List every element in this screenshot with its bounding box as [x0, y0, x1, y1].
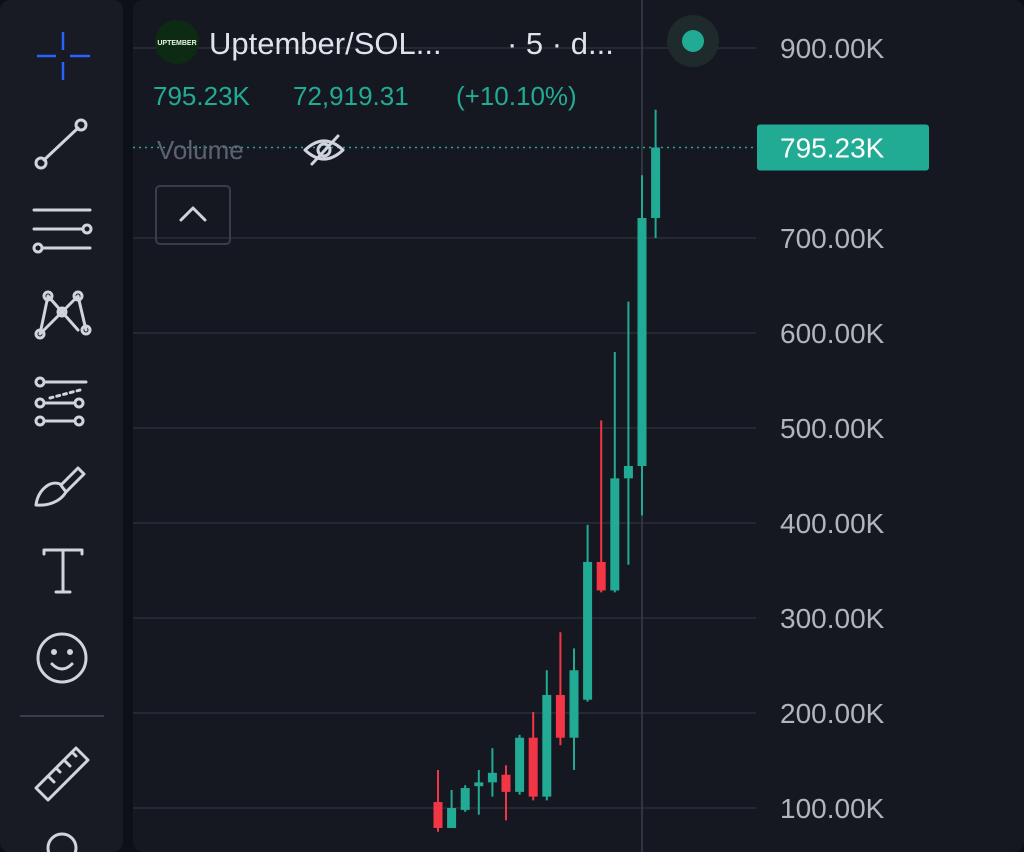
- y-tick-label: 400.00K: [780, 508, 885, 539]
- y-tick-label: 500.00K: [780, 413, 885, 444]
- fib-tool[interactable]: [32, 208, 93, 254]
- candle-body: [501, 774, 511, 792]
- last-price-label: 795.23K: [780, 133, 885, 164]
- change: 72,919.31: [293, 81, 409, 111]
- y-tick-label: 700.00K: [780, 223, 885, 254]
- y-tick-label: 900.00K: [780, 33, 885, 64]
- candle-body: [460, 788, 470, 810]
- candle-body: [447, 808, 457, 828]
- candle-body: [583, 561, 593, 700]
- price-axis: 100.00K 200.00K 300.00K 400.00K 500.00K 600.0…: [133, 33, 929, 824]
- pattern-tool[interactable]: [34, 290, 92, 340]
- toolbar: [0, 0, 123, 852]
- emoji-tool[interactable]: [36, 632, 88, 684]
- candle-body: [555, 694, 565, 738]
- collapse-icon: [179, 206, 207, 222]
- text-tool[interactable]: [42, 548, 84, 594]
- collapse-button[interactable]: [155, 185, 231, 245]
- y-tick-label: 100.00K: [780, 793, 885, 824]
- candle-body: [623, 465, 633, 479]
- last-price-badge: [757, 124, 929, 171]
- candle-body: [528, 737, 538, 797]
- trend-line-tool[interactable]: [34, 118, 88, 170]
- candle-body: [610, 478, 620, 591]
- candle-body: [637, 218, 647, 466]
- volume-label: Volume: [157, 135, 244, 165]
- candle-body: [651, 147, 661, 219]
- y-tick-label: 300.00K: [780, 603, 885, 634]
- candle-body: [515, 737, 525, 792]
- candle-body: [569, 670, 579, 738]
- chart-panel: [133, 0, 1024, 852]
- candle-body: [542, 694, 552, 797]
- y-tick-label: 600.00K: [780, 318, 885, 349]
- last-price: 795.23K: [153, 81, 251, 111]
- candle-body: [433, 802, 443, 828]
- status-dot: [682, 30, 704, 52]
- prediction-tool[interactable]: [34, 376, 88, 427]
- candle-body: [596, 561, 606, 591]
- symbol[interactable]: Uptember/SOL...: [209, 26, 442, 61]
- logo: [155, 20, 199, 64]
- candle-body: [474, 782, 484, 787]
- logo-text: UPTEMBER: [157, 40, 196, 47]
- hide-volume[interactable]: [303, 134, 345, 166]
- grid: [133, 47, 756, 809]
- crosshair-tool[interactable]: [37, 32, 90, 80]
- ruler-tool[interactable]: [34, 746, 90, 802]
- candle-body: [487, 772, 497, 783]
- brush-tool[interactable]: [34, 466, 86, 507]
- zoom-tool[interactable]: [46, 832, 78, 852]
- change-pct: (+10.10%): [456, 81, 577, 111]
- candles: [433, 109, 661, 832]
- interval[interactable]: · 5 · d...: [507, 26, 614, 61]
- y-tick-label: 200.00K: [780, 698, 885, 729]
